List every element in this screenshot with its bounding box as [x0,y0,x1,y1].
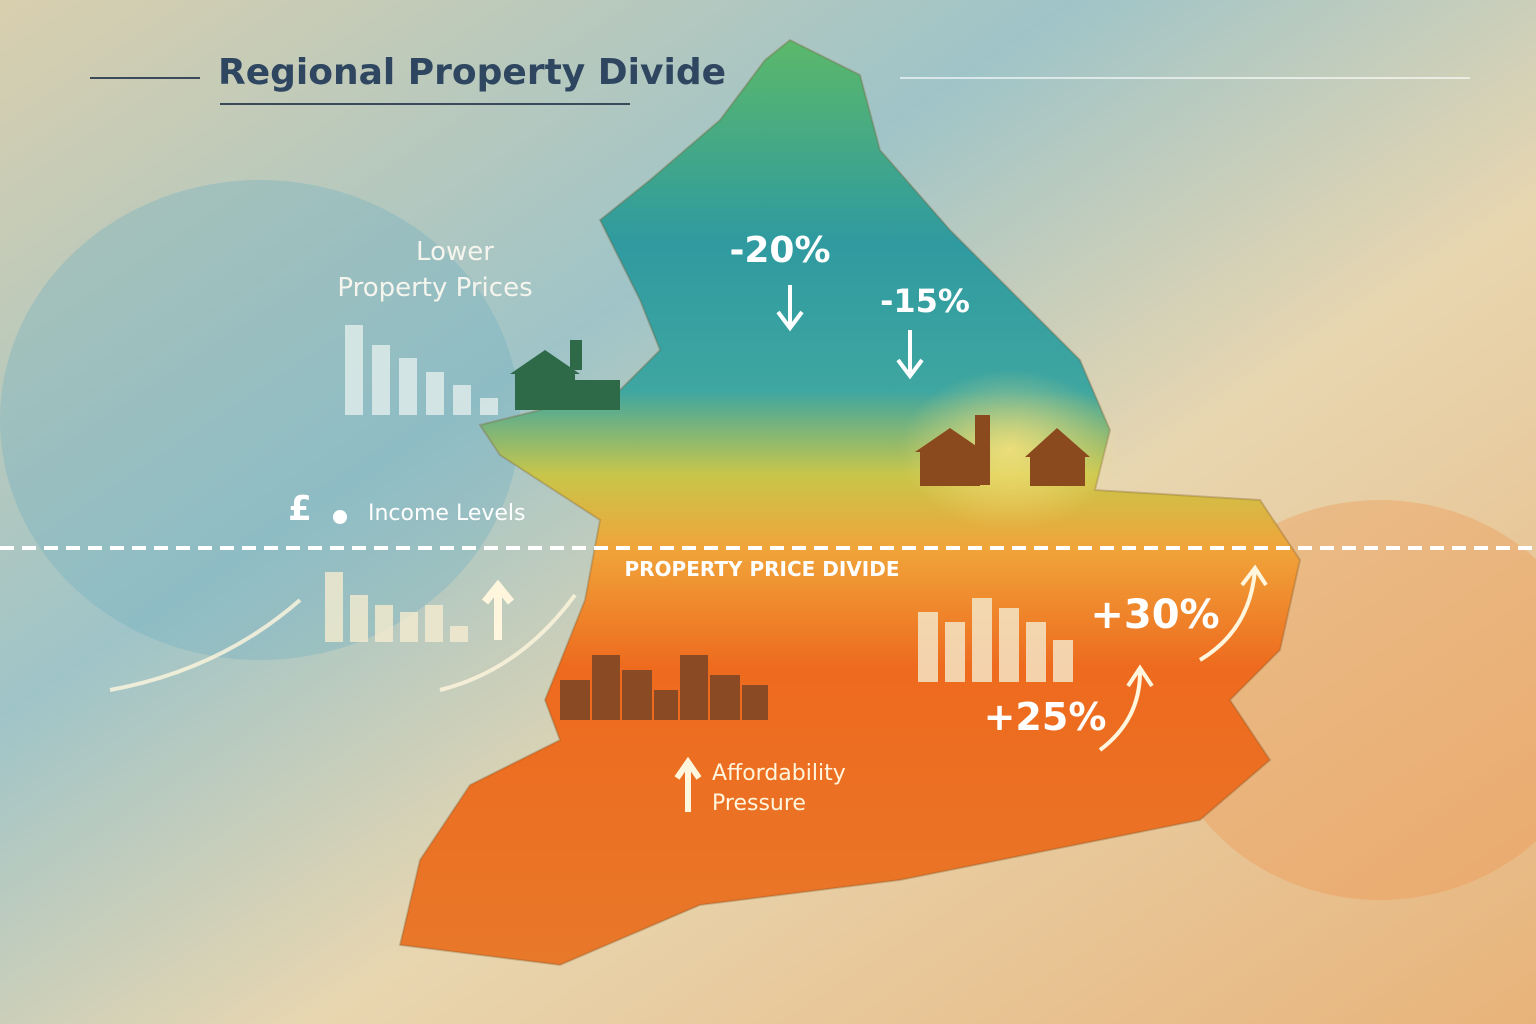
up-arrow [481,579,515,640]
decor-bars [345,325,498,415]
south-change: +25% [984,695,1107,739]
pound-symbol: £ [288,489,312,529]
affordability-line: Affordability [712,761,846,786]
glow [900,370,1120,530]
title: Regional Property Divide [218,52,726,93]
house-icon [510,340,620,410]
sea-shade [0,180,520,660]
trend-arrow [439,593,577,692]
decor-bars [325,572,1073,682]
down-arrow [896,330,924,380]
lower-prices-line: Property Prices [337,273,532,303]
north-change: -20% [729,230,830,271]
north-change: -15% [880,282,970,320]
up-arrow [674,756,702,812]
income-label: Income Levels [368,501,525,526]
house-icon [915,415,1090,486]
up-arrow [1098,664,1154,752]
south-change: +30% [1090,592,1219,638]
trend-arrow [109,598,302,692]
city-skyline [560,655,768,720]
down-arrow [776,285,804,332]
divide-label: PROPERTY PRICE DIVIDE [625,557,900,581]
up-arrow [1198,564,1268,662]
coin [333,510,347,524]
lower-prices-line: Lower [416,237,494,267]
affordability-line: Pressure [712,791,806,816]
